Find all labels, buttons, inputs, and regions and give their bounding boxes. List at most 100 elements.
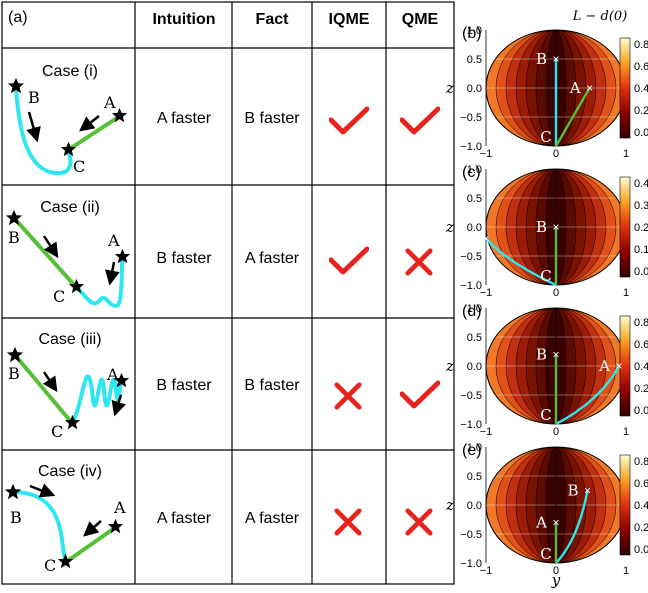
fact-cell: A faster [245, 250, 300, 267]
colorbar-tick-label: 0.6 [634, 339, 648, 351]
arrow-icon [111, 394, 126, 417]
point-c-label: C [540, 128, 551, 146]
cyan-path [70, 374, 122, 425]
header-iqme: IQME [329, 11, 370, 28]
colorbar [619, 37, 631, 139]
y-tick-label: 0 [553, 426, 559, 438]
arrow-icon [26, 111, 41, 143]
z-axis-label: z [445, 357, 454, 375]
colorbar-tick-label: 0.0 [634, 266, 648, 278]
sphere-panel-3: 1.0 0.5 0.0 −0.5 −1.0 z −1 0 1 (d) 0.8 0.6 0.4 0.2 0.0… [445, 303, 648, 438]
cyan-trajectory [555, 365, 621, 426]
colorbar-title: L − d(0) [572, 9, 628, 24]
star-icon [57, 553, 74, 569]
y-tick-label: −1 [480, 287, 493, 299]
intuition-cell: B faster [156, 377, 212, 394]
cross-mark-icon [337, 385, 359, 407]
z-tick-label: 1.0 [467, 164, 482, 176]
z-tick-label: −0.5 [460, 390, 482, 402]
intuition-cell: A faster [157, 510, 212, 527]
point-marker-x: × [552, 347, 559, 361]
z-tick-label: 0.5 [467, 193, 482, 205]
colorbar-tick-label: 0.1 [634, 244, 648, 256]
intuition-cell: A faster [157, 110, 212, 127]
point-a-label: A [535, 513, 547, 531]
colorbar-tick-label: 0.8 [634, 456, 648, 468]
point-b-label: B [10, 508, 22, 527]
colorbar [619, 454, 631, 556]
point-marker-x: × [552, 52, 559, 66]
table-row-case-iv: Case (iv) B A C A faster A faster [4, 463, 430, 575]
colorbar-tick-label: 0.2 [634, 105, 648, 117]
z-axis-label: z [445, 496, 454, 514]
z-axis-label: z [445, 79, 454, 97]
sphere-panel-4: 1.0 0.5 0.0 −0.5 −1.0 z −1 0 1 (e) 0.8 0.6 0.4 0.2 0.0… [445, 442, 648, 577]
cyan-path [11, 490, 68, 564]
sphere-panel-2: 1.0 0.5 0.0 −0.5 −1.0 z −1 0 1 (c) 0.4 0.3 0.2 0.1 0.0… [445, 164, 648, 299]
point-a-label: A [465, 230, 477, 248]
cyan-path [74, 255, 124, 308]
z-tick-label: 0.5 [467, 54, 482, 66]
z-axis-label: z [445, 218, 454, 236]
colorbar-tick-label: 0.8 [634, 317, 648, 329]
z-tick-label: −1.0 [460, 141, 482, 153]
z-tick-label: −1.0 [460, 280, 482, 292]
green-trajectory [554, 87, 591, 147]
y-tick-label: 0 [553, 148, 559, 160]
point-b-label: B [8, 364, 20, 383]
point-c-label: C [51, 422, 63, 441]
y-tick-label: 1 [623, 287, 629, 299]
header-fact: Fact [256, 11, 290, 28]
cross-mark-icon [337, 511, 359, 533]
colorbar-tick-label: 0.0 [634, 544, 648, 556]
table-row-case-i: Case (i) B A C A faster B faster [7, 63, 438, 176]
green-path [13, 353, 74, 425]
check-mark-icon [402, 109, 438, 132]
cross-mark-icon [408, 511, 430, 533]
z-tick-label: 0.0 [467, 361, 482, 373]
point-b-label: B [536, 218, 547, 236]
point-marker-x: × [615, 359, 622, 373]
green-path [64, 525, 118, 564]
sphere-panels: 1.0 0.5 0.0 −0.5 −1.0 z −1 0 1 (b) 0.8 0.6 0.4 0.2 0.0… [445, 25, 648, 577]
z-tick-label: −0.5 [460, 529, 482, 541]
point-a-label: A [598, 357, 610, 375]
check-mark-icon [331, 109, 367, 132]
case-label: Case (i) [42, 63, 98, 80]
point-marker-x: × [552, 220, 559, 234]
y-tick-label: 1 [623, 148, 629, 160]
point-a-label: A [569, 79, 581, 97]
colorbar-tick-label: 0.8 [634, 39, 648, 51]
point-b-label: B [536, 50, 547, 68]
y-tick-label: 1 [623, 565, 629, 577]
sphere-body [486, 30, 626, 146]
colorbar-tick-label: 0.2 [634, 222, 648, 234]
sphere-panel-1: 1.0 0.5 0.0 −0.5 −1.0 z −1 0 1 (b) 0.8 0.6 0.4 0.2 0.0… [445, 25, 648, 160]
table-row-case-iii: Case (iii) B A C B faster B faster [6, 331, 438, 441]
y-tick-label: 1 [623, 426, 629, 438]
point-a-label: A [106, 365, 119, 384]
y-axis-label: y [551, 571, 561, 589]
point-b-label: B [28, 88, 40, 107]
intuition-cell: B faster [156, 250, 212, 267]
fact-cell: B faster [244, 110, 300, 127]
colorbar-tick-label: 0.6 [634, 478, 648, 490]
z-tick-label: −0.5 [460, 112, 482, 124]
point-marker-x: × [586, 81, 593, 95]
colorbar-tick-label: 0.4 [634, 83, 648, 95]
cross-mark-icon [408, 251, 430, 273]
case-label: Case (iii) [38, 331, 101, 348]
y-tick-label: −1 [480, 148, 493, 160]
case-label: Case (iv) [38, 463, 102, 480]
colorbar-tick-label: 0.0 [634, 405, 648, 417]
colorbar-tick-label: 0.2 [634, 383, 648, 395]
fact-cell: A faster [245, 510, 300, 527]
point-c-label: C [540, 406, 551, 424]
z-tick-label: 1.0 [467, 442, 482, 454]
point-a-label: A [107, 231, 120, 250]
y-tick-label: −1 [480, 565, 493, 577]
z-tick-label: −0.5 [460, 251, 482, 263]
panel-label: (b) [462, 25, 482, 42]
panel-label: (e) [462, 442, 482, 459]
